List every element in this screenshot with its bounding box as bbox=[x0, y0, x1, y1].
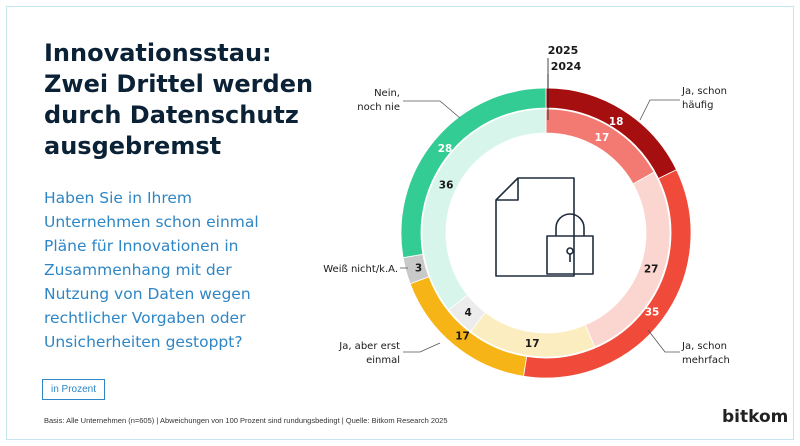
category-label-ja-schon-mehrfach: Ja, schon mehrfach bbox=[681, 341, 730, 366]
callout-line-ja-aber-erst-einmal bbox=[403, 342, 441, 353]
inner-value-nein-noch-nie: 36 bbox=[439, 180, 454, 192]
inner-slice-nein-noch-nie bbox=[421, 108, 547, 311]
category-label-weiß-nicht-k-a: Weiß nicht/k.A. bbox=[323, 264, 398, 275]
bitkom-logo: bitkom bbox=[722, 407, 789, 427]
category-label-ja-schon-häufig: Ja, schon häufig bbox=[681, 86, 727, 111]
source-note: Basis: Alle Unternehmen (n=605) | Abweic… bbox=[44, 416, 448, 425]
inner-value-ja-aber-erst-einmal: 17 bbox=[525, 338, 540, 350]
outer-value-nein-noch-nie: 28 bbox=[438, 143, 453, 155]
callout-line-nein-noch-nie bbox=[403, 100, 461, 119]
document-lock-icon bbox=[495, 177, 594, 277]
inner-value-ja-schon-mehrfach: 27 bbox=[644, 264, 659, 276]
inner-value-weiß-nicht-k-a: 4 bbox=[464, 307, 471, 319]
year-label-2024: 2024 bbox=[551, 60, 582, 73]
outer-value-ja-schon-häufig: 18 bbox=[609, 116, 624, 128]
callout-line-ja-schon-mehrfach bbox=[647, 329, 680, 353]
year-labels: 2025 2024 bbox=[547, 44, 582, 120]
inner-value-ja-schon-häufig: 17 bbox=[595, 132, 610, 144]
outer-value-weiß-nicht-k-a: 3 bbox=[415, 262, 422, 274]
chart-title: Innovationsstau: Zwei Drittel werden dur… bbox=[44, 39, 314, 160]
callout-line-ja-schon-häufig bbox=[639, 99, 680, 121]
inner-ring-2024 bbox=[421, 108, 671, 358]
outer-ring-2025 bbox=[400, 87, 692, 379]
survey-question: Haben Sie in Ihrem Unternehmen schon ein… bbox=[44, 189, 259, 351]
category-label-ja-aber-erst-einmal: Ja, aber erst einmal bbox=[338, 341, 400, 366]
outer-value-ja-schon-mehrfach: 35 bbox=[645, 307, 660, 319]
unit-badge: in Prozent bbox=[42, 379, 106, 400]
year-label-2025: 2025 bbox=[548, 44, 579, 57]
outer-slice-nein-noch-nie bbox=[400, 87, 547, 259]
value-labels: 18 35 17 3 28 17 27 17 4 36 bbox=[415, 116, 659, 350]
outer-value-ja-aber-erst-einmal: 17 bbox=[455, 330, 470, 342]
callouts: Ja, schon häufig Ja, schon mehrfach Ja, aber… bbox=[323, 86, 730, 366]
category-label-nein-noch-nie: Nein, noch nie bbox=[357, 88, 400, 113]
